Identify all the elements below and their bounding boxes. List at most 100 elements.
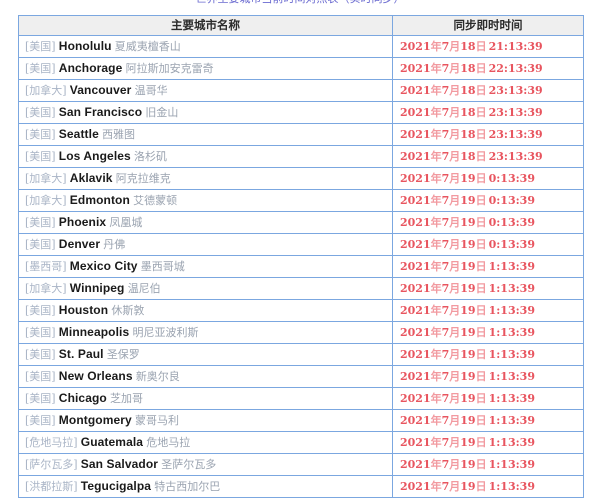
timestamp-month-unit: 月 [449, 83, 461, 97]
timestamp-year-unit: 年 [430, 391, 442, 405]
table-row[interactable]: [危地马拉] Guatemala 危地马拉 2021年7月19日 1:13:39 [18, 431, 584, 454]
timestamp-month: 7 [441, 281, 450, 295]
column-header-time[interactable]: 同步即时时间 [392, 15, 584, 36]
table-row[interactable]: [美国] San Francisco 旧金山 2021年7月18日 23:13:39 [18, 101, 584, 124]
timestamp-clock: 23:13:39 [488, 105, 543, 119]
timestamp-day: 19 [460, 237, 476, 251]
timestamp-clock: 23:13:39 [488, 149, 543, 163]
country-label: [美国] [25, 348, 56, 361]
timestamp-month: 7 [441, 39, 450, 53]
timestamp-year: 2021 [400, 413, 431, 427]
country-label: [加拿大] [25, 84, 67, 97]
timestamp-month: 7 [441, 347, 450, 361]
timestamp-year: 2021 [400, 215, 431, 229]
table-row[interactable]: [美国] Honolulu 夏威夷檀香山 2021年7月18日 21:13:39 [18, 35, 584, 58]
timestamp-day: 19 [460, 347, 476, 361]
table-row[interactable]: [萨尔瓦多] San Salvador 圣萨尔瓦多 2021年7月19日 1:13:… [18, 453, 584, 476]
timestamp-month-unit: 月 [449, 215, 461, 229]
table-row[interactable]: [加拿大] Edmonton 艾德蒙顿 2021年7月19日 0:13:39 [18, 189, 584, 212]
table-row[interactable]: [美国] Anchorage 阿拉斯加安克雷奇 2021年7月18日 22:13:3… [18, 57, 584, 80]
timestamp-year: 2021 [400, 39, 431, 53]
timestamp-clock: 1:13:39 [488, 457, 535, 471]
country-label: [美国] [25, 414, 56, 427]
table-row[interactable]: [墨西哥] Mexico City 墨西哥城 2021年7月19日 1:13:39 [18, 255, 584, 278]
city-name-cn: 夏威夷檀香山 [114, 40, 181, 53]
timestamp-clock: 1:13:39 [488, 391, 535, 405]
time-cell: 2021年7月19日 1:13:39 [392, 277, 584, 300]
top-caption-clip: 世界主要城市当前时间对照表（实时同步） [0, 0, 600, 4]
timestamp-month: 7 [441, 171, 450, 185]
table-header-row: 主要城市名称 同步即时时间 [18, 15, 584, 36]
table-row[interactable]: [美国] Montgomery 蒙哥马利 2021年7月19日 1:13:39 [18, 409, 584, 432]
city-name-en: Honolulu [58, 39, 112, 53]
table-row[interactable]: [美国] Seattle 西雅图 2021年7月18日 23:13:39 [18, 123, 584, 146]
timestamp-month-unit: 月 [449, 281, 461, 295]
timestamp-day-unit: 日 [475, 83, 487, 97]
timestamp-day: 19 [460, 281, 476, 295]
timestamp-month-unit: 月 [449, 105, 461, 119]
timestamp-year-unit: 年 [430, 39, 442, 53]
timestamp-year: 2021 [400, 105, 431, 119]
table-body: [美国] Honolulu 夏威夷檀香山 2021年7月18日 21:13:39 [美… [18, 35, 584, 498]
timestamp-day: 18 [460, 127, 476, 141]
table-row[interactable]: [美国] Denver 丹佛 2021年7月19日 0:13:39 [18, 233, 584, 256]
table-row[interactable]: [美国] Chicago 芝加哥 2021年7月19日 1:13:39 [18, 387, 584, 410]
country-label: [加拿大] [25, 282, 67, 295]
city-cell: [美国] Montgomery 蒙哥马利 [18, 409, 393, 432]
city-cell: [加拿大] Edmonton 艾德蒙顿 [18, 189, 393, 212]
timestamp-clock: 1:13:39 [488, 347, 535, 361]
city-cell: [美国] Minneapolis 明尼亚波利斯 [18, 321, 393, 344]
timestamp-clock: 0:13:39 [488, 171, 535, 185]
timestamp-clock: 0:13:39 [488, 237, 535, 251]
city-name-cn: 洛杉矶 [134, 150, 168, 163]
table-row[interactable]: [美国] Los Angeles 洛杉矶 2021年7月18日 23:13:39 [18, 145, 584, 168]
city-cell: [美国] Houston 休斯敦 [18, 299, 393, 322]
city-cell: [墨西哥] Mexico City 墨西哥城 [18, 255, 393, 278]
time-cell: 2021年7月19日 1:13:39 [392, 475, 584, 498]
time-cell: 2021年7月18日 23:13:39 [392, 79, 584, 102]
timestamp-year-unit: 年 [430, 347, 442, 361]
table-row[interactable]: [加拿大] Winnipeg 温尼伯 2021年7月19日 1:13:39 [18, 277, 584, 300]
table-row[interactable]: [美国] St. Paul 圣保罗 2021年7月19日 1:13:39 [18, 343, 584, 366]
timestamp-day-unit: 日 [475, 259, 487, 273]
timestamp-year-unit: 年 [430, 193, 442, 207]
timestamp-day: 18 [460, 39, 476, 53]
city-name-cn: 新奥尔良 [135, 370, 180, 383]
timestamp-day-unit: 日 [475, 39, 487, 53]
table-row[interactable]: [美国] New Orleans 新奥尔良 2021年7月19日 1:13:39 [18, 365, 584, 388]
table-row[interactable]: [美国] Phoenix 凤凰城 2021年7月19日 0:13:39 [18, 211, 584, 234]
country-label: [美国] [25, 150, 56, 163]
timestamp-month-unit: 月 [449, 347, 461, 361]
timestamp-day-unit: 日 [475, 479, 487, 493]
timestamp-month-unit: 月 [449, 303, 461, 317]
table-row[interactable]: [美国] Houston 休斯敦 2021年7月19日 1:13:39 [18, 299, 584, 322]
timestamp-day: 19 [460, 193, 476, 207]
timestamp-month: 7 [441, 369, 450, 383]
table-row[interactable]: [美国] Minneapolis 明尼亚波利斯 2021年7月19日 1:13:39 [18, 321, 584, 344]
table-row[interactable]: [洪都拉斯] Tegucigalpa 特古西加尔巴 2021年7月19日 1:13:… [18, 475, 584, 498]
city-name-cn: 墨西哥城 [140, 260, 185, 273]
timestamp-month-unit: 月 [449, 127, 461, 141]
timestamp-month: 7 [441, 303, 450, 317]
timestamp-year-unit: 年 [430, 325, 442, 339]
city-name-en: Denver [58, 237, 101, 251]
city-cell: [美国] Chicago 芝加哥 [18, 387, 393, 410]
timestamp-year-unit: 年 [430, 215, 442, 229]
country-label: [美国] [25, 370, 56, 383]
table-row[interactable]: [加拿大] Aklavik 阿克拉维克 2021年7月19日 0:13:39 [18, 167, 584, 190]
timestamp-day-unit: 日 [475, 149, 487, 163]
city-name-cn: 温哥华 [134, 84, 168, 97]
column-header-city[interactable]: 主要城市名称 [18, 15, 393, 36]
timestamp-year: 2021 [400, 347, 431, 361]
time-cell: 2021年7月19日 0:13:39 [392, 233, 584, 256]
timestamp-month: 7 [441, 391, 450, 405]
country-label: [美国] [25, 238, 56, 251]
city-name-en: Guatemala [80, 435, 144, 449]
timestamp-day-unit: 日 [475, 325, 487, 339]
city-cell: [美国] Anchorage 阿拉斯加安克雷奇 [18, 57, 393, 80]
timestamp-month: 7 [441, 413, 450, 427]
time-cell: 2021年7月19日 0:13:39 [392, 189, 584, 212]
timestamp-year-unit: 年 [430, 281, 442, 295]
table-row[interactable]: [加拿大] Vancouver 温哥华 2021年7月18日 23:13:39 [18, 79, 584, 102]
timestamp-day: 19 [460, 369, 476, 383]
